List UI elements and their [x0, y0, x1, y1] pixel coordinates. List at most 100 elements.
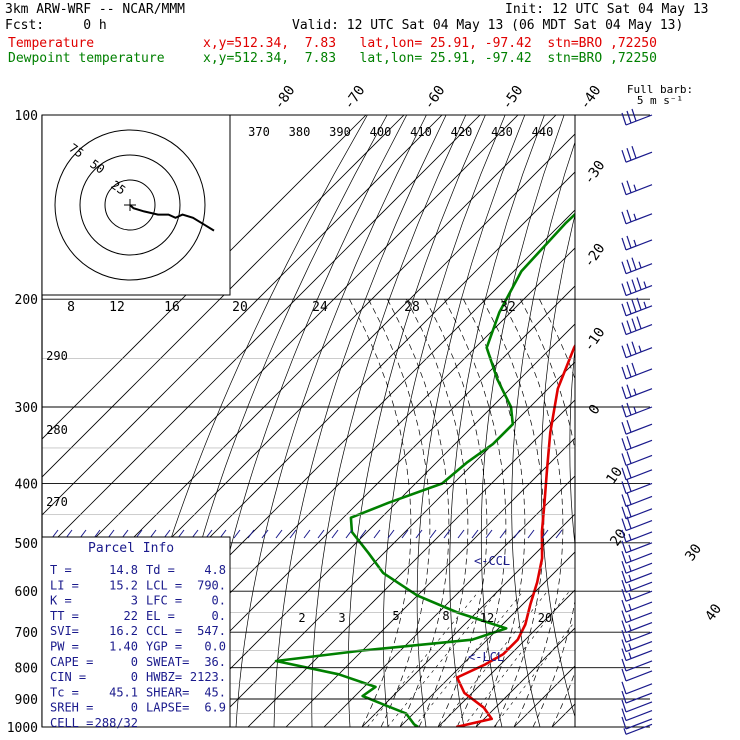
- mixing-ratio-line: [493, 620, 575, 727]
- dry-adiabat: [416, 115, 526, 727]
- isotherm-label: 40: [702, 601, 725, 624]
- parcel-info-label: YGP =: [146, 640, 182, 654]
- isotherm-line: [42, 115, 443, 516]
- surface-hatch: [429, 529, 437, 539]
- wind-barb-flag: [621, 237, 627, 251]
- temperature-legend: Temperature: [8, 36, 95, 51]
- surface-hatch: [387, 529, 395, 539]
- isotherm-line: [171, 323, 575, 727]
- parcel-info-label: PW =: [50, 640, 79, 654]
- isotherm-line: [437, 589, 575, 727]
- parcel-info-value: 0: [131, 655, 138, 669]
- mixing-ratio-label: 12: [109, 300, 125, 315]
- init-time: Init: 12 UTC Sat 04 May 13: [505, 2, 709, 17]
- isotherm-line: [209, 361, 575, 727]
- wind-barb: [625, 423, 653, 435]
- mixing-ratio-label: 3: [338, 611, 345, 625]
- wind-barb: [625, 495, 653, 507]
- dry-adiabat: [598, 115, 660, 740]
- parcel-info-value: 14.8: [109, 563, 138, 577]
- moist-adiabat: [387, 299, 450, 727]
- wind-barb: [625, 683, 653, 695]
- isotherm-label: -80: [271, 83, 299, 113]
- wind-barb-flag: [626, 492, 632, 505]
- isotherm-line: [42, 115, 481, 554]
- theta-label: 410: [410, 125, 432, 139]
- surface-hatch: [541, 529, 549, 539]
- wind-barb: [625, 709, 653, 722]
- isotherm-line: [399, 551, 575, 727]
- wind-barb-flag: [636, 316, 642, 329]
- theta-label: 380: [289, 125, 311, 139]
- wind-barb-flag: [626, 180, 632, 193]
- parcel-info-label: Td =: [146, 563, 175, 577]
- barb-scale-label: 5 m s⁻¹: [637, 94, 683, 107]
- wind-barb-flag: [621, 630, 627, 643]
- parcel-info-value: 1.40: [109, 640, 138, 654]
- surface-hatch: [303, 529, 311, 539]
- wind-barb-flag: [628, 555, 632, 562]
- theta-label: 290: [46, 349, 68, 363]
- surface-hatch: [331, 529, 339, 539]
- isotherm-line: [133, 285, 575, 727]
- mixing-ratio-label: 12: [480, 611, 494, 625]
- surface-hatch: [373, 529, 381, 539]
- dewpoint-trace: [274, 212, 575, 727]
- wind-barb-flag: [631, 145, 637, 159]
- surface-hatch: [275, 529, 283, 539]
- parcel-info-label: CELL =: [50, 716, 93, 730]
- wind-barb: [625, 542, 653, 554]
- parcel-info-value: 288/32: [95, 716, 138, 730]
- pressure-tick-label: 600: [15, 585, 38, 600]
- parcel-info-value: 45.: [204, 685, 226, 699]
- mixing-ratio-line: [367, 591, 480, 727]
- wind-barb: [625, 324, 653, 336]
- mixing-ratio-line: [462, 591, 570, 727]
- wind-barb: [625, 581, 653, 593]
- parcel-info-label: Tc =: [50, 685, 79, 699]
- wind-barb-flag: [626, 479, 632, 492]
- wind-barb-flag: [631, 108, 637, 122]
- wind-barb-flag: [628, 624, 632, 631]
- wind-barb: [625, 611, 653, 624]
- wind-barb-flag: [643, 281, 647, 288]
- mixing-ratio-line: [387, 591, 499, 727]
- temperature-trace: [455, 343, 575, 727]
- surface-hatch: [527, 529, 535, 539]
- wind-barb-flag: [626, 436, 632, 449]
- wind-barb-flag: [621, 322, 627, 335]
- moist-adiabat: [520, 299, 575, 727]
- surface-hatch: [261, 529, 269, 539]
- surface-hatch: [513, 529, 521, 539]
- wind-barb-flag: [628, 634, 632, 641]
- moist-adiabat: [406, 299, 469, 727]
- isotherm-line: [590, 115, 740, 727]
- model-title: 3km ARW-WRF -- NCAR/MMM: [5, 2, 186, 17]
- barb-scale-label: Full barb:: [627, 83, 693, 96]
- mixing-ratio-line: [413, 591, 524, 727]
- wind-barb: [625, 439, 653, 451]
- parcel-info-value: 4.8: [204, 563, 226, 577]
- parcel-info-title: Parcel Info: [88, 541, 174, 556]
- hodograph-trace: [129, 204, 215, 232]
- wind-barb: [625, 621, 653, 634]
- hodograph-ring: [104, 179, 156, 231]
- wind-barb-flag: [621, 421, 627, 435]
- isotherm-label: -10: [581, 325, 609, 355]
- wind-barb-flag: [621, 716, 627, 730]
- wind-barb-flag: [621, 481, 627, 494]
- surface-hatch: [359, 529, 367, 539]
- wind-barb-flag: [626, 147, 632, 161]
- wind-barb-flag: [628, 565, 632, 572]
- forecast-hour: Fcst: 0 h: [5, 18, 107, 33]
- pressure-tick-label: 900: [15, 693, 38, 708]
- wind-barb-flag: [621, 639, 627, 652]
- wind-barb-flag: [621, 708, 627, 721]
- wind-barb-flag: [626, 281, 632, 294]
- parcel-info-label: LAPSE=: [146, 701, 189, 715]
- wind-barb-flag: [626, 320, 632, 333]
- wind-barb: [625, 151, 653, 163]
- wind-barb-flag: [621, 149, 627, 163]
- wind-barb: [625, 601, 653, 613]
- isotherm-label: -50: [499, 83, 527, 113]
